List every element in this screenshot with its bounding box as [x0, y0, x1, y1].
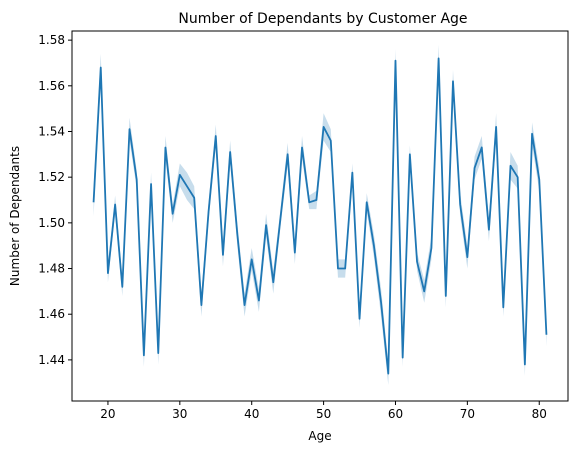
y-axis-label: Number of Dependants [8, 146, 22, 286]
x-tick-label: 60 [388, 407, 403, 421]
y-tick-label: 1.48 [38, 262, 65, 276]
series-line-layer [92, 57, 548, 375]
y-tick-label: 1.44 [38, 353, 65, 367]
y-tick-label: 1.50 [38, 216, 65, 230]
x-tick-label: 30 [172, 407, 187, 421]
plot-area-frame [71, 30, 569, 402]
series-line [92, 57, 548, 375]
x-tick-label: 70 [460, 407, 475, 421]
confidence-band-layer [93, 44, 547, 386]
y-tick-label: 1.46 [38, 307, 65, 321]
y-tick-label: 1.54 [38, 124, 65, 138]
x-axis-label: Age [308, 429, 331, 443]
chart-title: Number of Dependants by Customer Age [178, 11, 467, 27]
x-tick-label: 50 [316, 407, 331, 421]
x-tick-label: 40 [244, 407, 259, 421]
y-tick-label: 1.52 [38, 170, 65, 184]
y-axis: 1.44 1.46 1.48 1.50 1.52 1.54 1.56 1.58 [38, 33, 72, 367]
x-tick-label: 80 [532, 407, 547, 421]
x-axis: 20 30 40 50 60 70 80 [100, 401, 547, 421]
y-tick-label: 1.56 [38, 79, 65, 93]
confidence-band [93, 44, 547, 386]
x-tick-label: 20 [100, 407, 115, 421]
y-tick-label: 1.58 [38, 33, 65, 47]
